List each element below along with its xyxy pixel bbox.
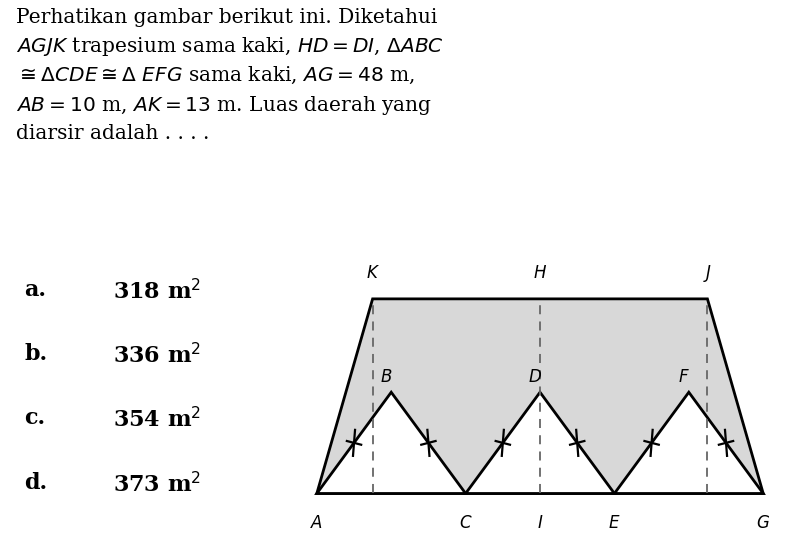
- Text: Perhatikan gambar berikut ini. Diketahui
$AGJK$ trapesium sama kaki, $HD = DI$, : Perhatikan gambar berikut ini. Diketahui…: [16, 8, 444, 143]
- Polygon shape: [466, 392, 614, 493]
- Text: c.: c.: [24, 407, 45, 429]
- Polygon shape: [317, 392, 466, 493]
- Text: a.: a.: [24, 279, 46, 301]
- Text: $B$: $B$: [380, 368, 393, 386]
- Text: $G$: $G$: [756, 516, 771, 532]
- Text: $D$: $D$: [529, 368, 542, 386]
- Text: d.: d.: [24, 472, 48, 493]
- Polygon shape: [614, 392, 763, 493]
- Text: $J$: $J$: [703, 263, 712, 284]
- Text: 318 m$^2$: 318 m$^2$: [113, 279, 201, 304]
- Text: 354 m$^2$: 354 m$^2$: [113, 407, 201, 432]
- Text: b.: b.: [24, 343, 48, 365]
- Polygon shape: [317, 299, 763, 493]
- Text: $F$: $F$: [679, 368, 690, 386]
- Text: $I$: $I$: [537, 516, 543, 532]
- Text: $A$: $A$: [310, 516, 323, 532]
- Text: $E$: $E$: [609, 516, 621, 532]
- Text: $H$: $H$: [533, 265, 547, 282]
- Text: 373 m$^2$: 373 m$^2$: [113, 472, 201, 497]
- Text: $K$: $K$: [366, 265, 380, 282]
- Text: 336 m$^2$: 336 m$^2$: [113, 343, 201, 368]
- Text: $C$: $C$: [459, 516, 472, 532]
